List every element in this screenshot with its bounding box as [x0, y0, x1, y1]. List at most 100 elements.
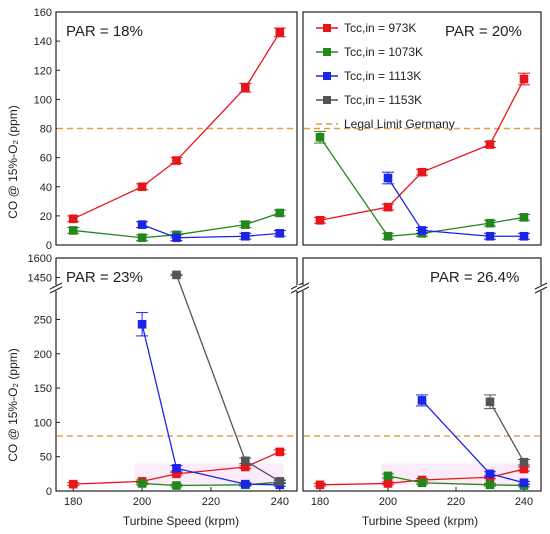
panel-top-left-series-Tcc-in-973K-point [137, 182, 147, 192]
panel-top-right-series-Tcc-in-1113K-point [417, 226, 427, 235]
panel-bottom-left-series-Tcc-in-1073K-point [137, 479, 147, 488]
panel-bottom-right-series-Tcc-in-1073K-line [387, 475, 525, 487]
panel-top-left-series-Tcc-in-1073K-point [275, 208, 285, 218]
panel-top-left-series-Tcc-in-1113K-line [141, 224, 280, 239]
panel-top-left-series-Tcc-in-1113K-point [172, 233, 181, 243]
panel-top-right-series-Tcc-in-973K-point [383, 202, 393, 212]
highlight-bands [135, 463, 528, 485]
panel-bottom-left-series-Tcc-in-1113K-point [241, 479, 250, 489]
panel-bottom-right-series-Tcc-in-1073K-point [417, 478, 427, 488]
panel-bottom-left-series-Tcc-in-1113K-point [137, 319, 147, 329]
panel-top-right-series-Tcc-in-1113K-point [519, 231, 529, 241]
panel-top-right-series-Tcc-in-1113K-line [387, 177, 524, 237]
panel-top-left-series-Tcc-in-1073K-point [68, 226, 78, 235]
panel-bottom-left-series-Tcc-in-973K-point [275, 447, 285, 457]
panel-top-left-series-Tcc-in-973K-point [68, 214, 78, 224]
panel-bottom-right-break-mark [534, 286, 548, 294]
panel-bottom-right-series-Tcc-in-1073K-point [383, 471, 393, 481]
panel-bottom-left-series-Tcc-in-1153K-point [275, 477, 285, 486]
panel-top-right-series-Tcc-in-973K-point [315, 215, 325, 225]
panel-bottom-right-break-mark [534, 282, 548, 290]
panel-bottom-right-x-tick-label: 220 [447, 496, 465, 508]
panel-bottom-left-series-Tcc-in-1113K-point [172, 464, 181, 473]
panel-top-left-y-tick-label: 80 [40, 124, 52, 136]
legend-legal-limit-label: Legal Limit Germany [344, 117, 455, 131]
panel-bottom-right-series-Tcc-in-1113K-point [519, 478, 529, 488]
panel-top-right-annotation: PAR = 20% [445, 23, 522, 40]
legend: Tcc,in = 973K Tcc,in = 1073K Tcc,in = 1113… [316, 21, 455, 131]
panel-top-right-series-Tcc-in-973K-point [519, 74, 529, 84]
legend-entry-0-marker [323, 24, 331, 32]
panel-top-right-series-Tcc-in-1073K-point [519, 213, 529, 222]
panel-bottom-left-y-tick-label: 250 [34, 314, 52, 326]
panel-bottom-left-series-Tcc-in-1073K-point [172, 481, 181, 490]
y-axis-label-top: CO @ 15%-O₂ (ppm) [6, 105, 20, 219]
panel-top-left-series-Tcc-in-1113K-point [137, 220, 147, 229]
panel-bottom-right-x-tick-label: 180 [311, 496, 329, 508]
panel-top-left-annotation: PAR = 18% [66, 23, 143, 40]
legend-entry-0-label: Tcc,in = 973K [344, 21, 416, 35]
panel-top-left-series-Tcc-in-1113K-point [241, 231, 250, 241]
panel-bottom-left-x-tick-label: 200 [133, 496, 151, 508]
panel-bottom-right-break-mark [296, 286, 310, 294]
panel-top-left-series-Tcc-in-973K-point [172, 156, 181, 165]
panel-top-right-series-Tcc-in-973K-point [485, 140, 495, 149]
panel-bottom-left-y-tick-label: 0 [46, 486, 52, 498]
panel-top-left-y-tick-label: 0 [46, 240, 52, 252]
panel-bottom-right-series-Tcc-in-973K-point [315, 480, 325, 490]
panel-bottom-left-break-gap [50, 285, 62, 291]
panel-bottom-right-series-Tcc-in-1153K-point [519, 457, 529, 467]
panel-bottom-left-y-tick-label: 1600 [28, 253, 52, 265]
panel-bottom-right-series-Tcc-in-1113K-point [417, 396, 427, 405]
panel-top-right-series-Tcc-in-1113K-point [485, 231, 495, 241]
panel-top-left-series-Tcc-in-1073K-point [137, 233, 147, 243]
panel-bottom-left-x-tick-label: 240 [271, 496, 289, 508]
panel-bottom-left-y-tick-label: 150 [34, 383, 52, 395]
panel-bottom-right-x-tick-label: 200 [379, 496, 397, 508]
panel-bottom-left-x-tick-label: 220 [202, 496, 220, 508]
legend-entry-3-label: Tcc,in = 1153K [344, 93, 422, 107]
panel-top-right-series-Tcc-in-1073K-point [315, 132, 325, 142]
panel-bottom-left-annotation: PAR = 23% [66, 269, 143, 286]
panel-bottom-left-series-Tcc-in-1153K-line [175, 274, 281, 482]
panel-bottom-right-break-gap [535, 285, 547, 291]
panel-top-left-y-tick-label: 100 [34, 94, 52, 106]
panel-bottom-right-x-tick-label: 240 [515, 496, 533, 508]
panel-bottom-right-frame [302, 257, 542, 492]
panel-bottom-left-frame [55, 257, 298, 492]
panel-bottom-left-series-Tcc-in-1113K-line [141, 324, 280, 486]
panel-top-left-series-Tcc-in-1073K-point [241, 220, 250, 229]
panel-bottom-left-y-tick-label: 200 [34, 349, 52, 361]
panel-top-left-y-tick-label: 120 [34, 65, 52, 77]
x-axis-label-right: Turbine Speed (krpm) [362, 514, 478, 528]
panel-bottom-left-break-mark [49, 282, 63, 290]
panel-top-left-y-tick-label: 60 [40, 153, 52, 165]
legend-entry-3-marker [323, 96, 331, 104]
panel-top-left-series-Tcc-in-973K-line [72, 32, 281, 220]
x-axis-label-left: Turbine Speed (krpm) [123, 514, 239, 528]
panel-top-left-y-tick-label: 160 [34, 7, 52, 19]
panel-bottom-left-y-tick-label: 50 [40, 452, 52, 464]
panel-bottom-left-highlight [135, 463, 284, 485]
panel-bottom-right-series-Tcc-in-973K-point [383, 479, 393, 488]
panel-bottom-right-break-gap [297, 285, 309, 291]
panel-top-right-frame [302, 11, 542, 246]
legend-entry-2-label: Tcc,in = 1113K [344, 69, 421, 83]
panel-bottom-left-break-mark [49, 286, 63, 294]
panel-bottom-left-series-Tcc-in-1153K-point [241, 456, 250, 466]
panel-bottom-left-y-tick-label: 1450 [28, 273, 52, 285]
panel-bottom-left-series-Tcc-in-1073K-line [142, 481, 280, 487]
panel-bottom-right-series-Tcc-in-1153K-line [489, 401, 525, 463]
panel-top-right-series-Tcc-in-973K-point [417, 167, 427, 177]
panel-top-left-y-tick-label: 140 [34, 36, 52, 48]
panel-bottom-left-series-Tcc-in-1153K-point [172, 270, 181, 280]
panel-bottom-left-y-tick-label: 100 [34, 417, 52, 429]
panel-bottom-right-series-Tcc-in-1113K-point [485, 469, 495, 479]
panel-bottom-right-break-mark [296, 282, 310, 290]
panel-bottom-left-x-tick-label: 180 [64, 496, 82, 508]
panel-bottom-left-series-Tcc-in-973K-point [68, 479, 78, 489]
panel-top-left-series-Tcc-in-1113K-point [275, 229, 285, 238]
legend-entry-2-marker [323, 72, 331, 80]
panel-top-left-y-tick-label: 20 [40, 211, 52, 223]
